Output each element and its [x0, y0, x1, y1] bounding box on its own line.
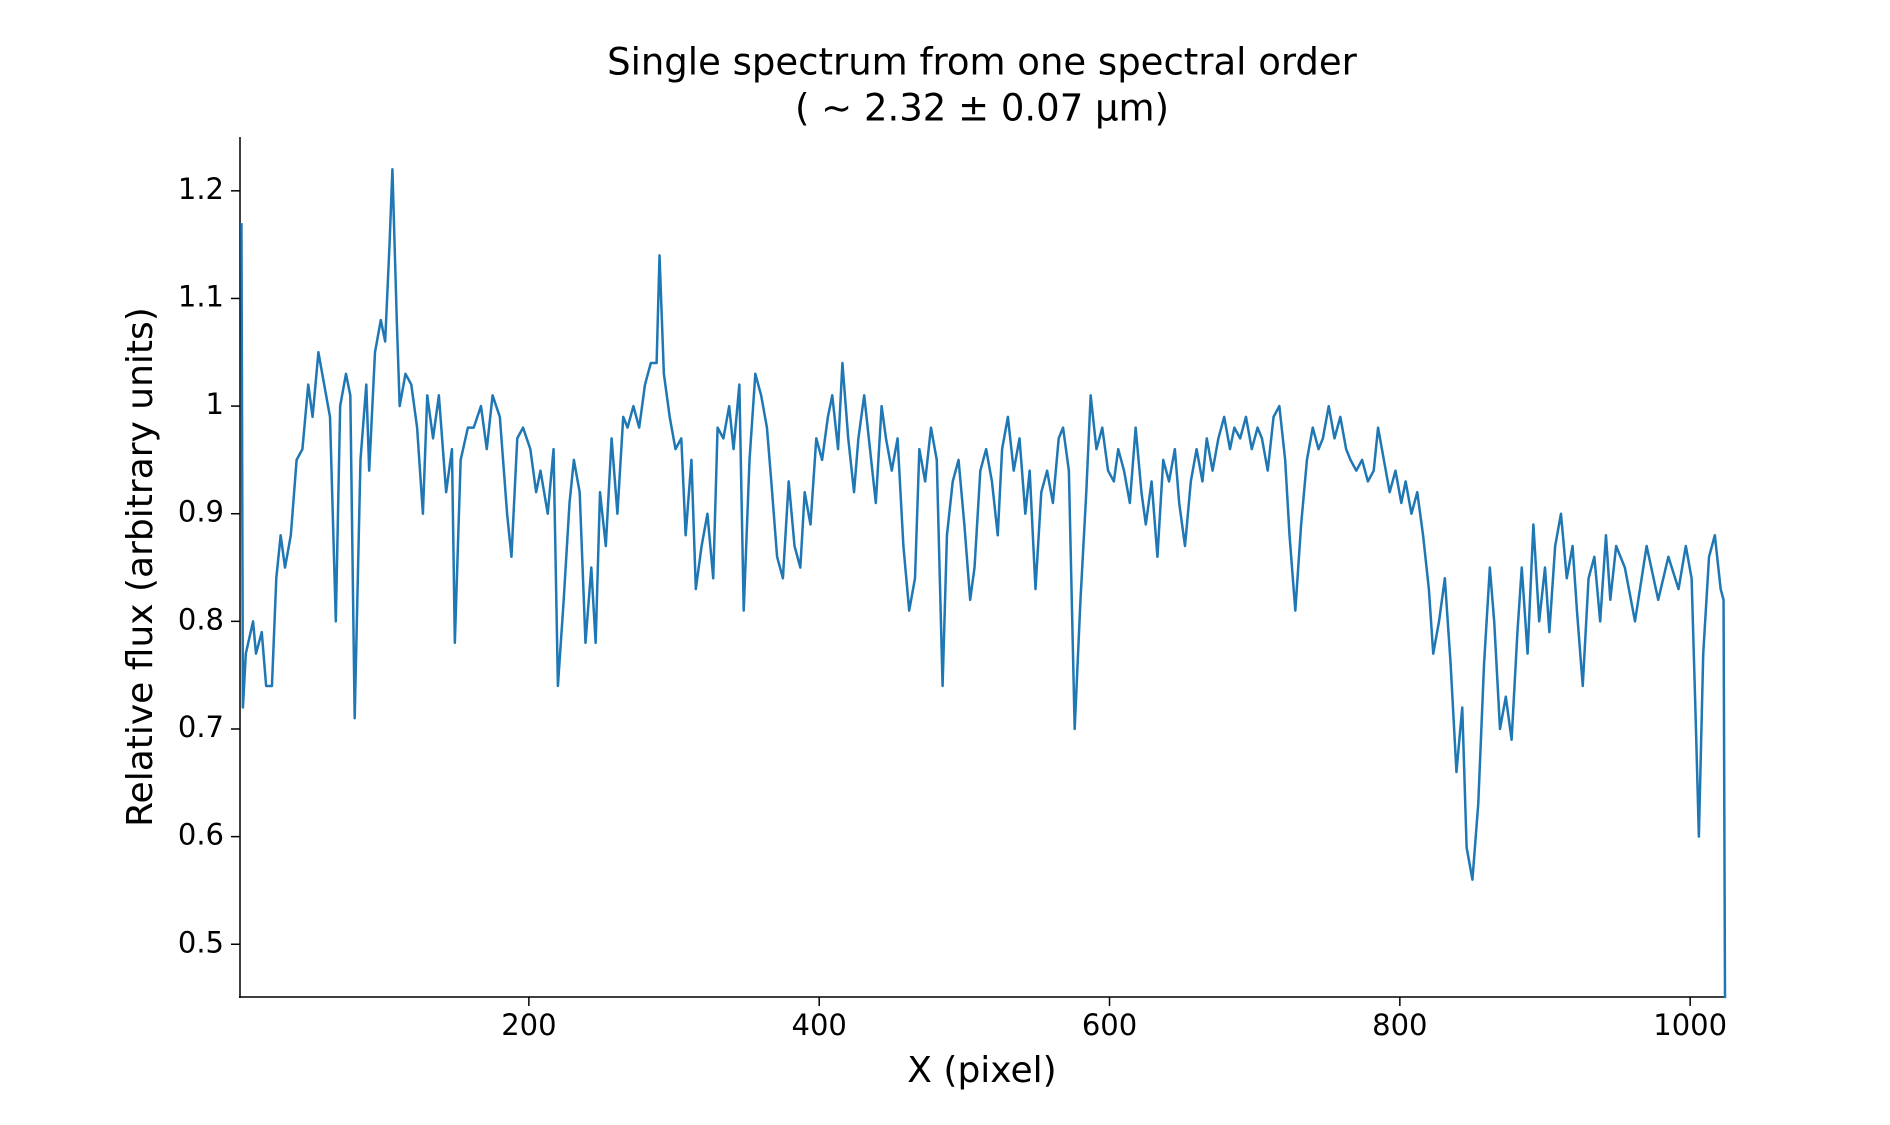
y-tick-label: 0.9	[178, 495, 224, 529]
x-tick-label: 1000	[1653, 1008, 1727, 1042]
chart-subtitle: ( ∼ 2.32 ± 0.07 μm)	[795, 87, 1169, 130]
x-axis-label: X (pixel)	[907, 1050, 1056, 1091]
y-tick-label: 0.6	[178, 818, 224, 852]
y-tick-label: 0.7	[178, 710, 224, 744]
x-tick-label: 400	[792, 1008, 847, 1042]
y-axis-label: Relative flux (arbitrary units)	[120, 307, 161, 827]
x-tick-label: 600	[1082, 1008, 1137, 1042]
y-tick-label: 0.8	[178, 602, 224, 636]
y-tick-label: 1	[206, 387, 224, 421]
y-tick-label: 0.5	[178, 925, 224, 959]
y-tick-label: 1.2	[178, 172, 224, 206]
x-tick-label: 800	[1372, 1008, 1427, 1042]
chart-title: Single spectrum from one spectral order	[607, 41, 1358, 84]
y-tick-label: 1.1	[178, 279, 224, 313]
spectrum-line	[240, 168, 1727, 999]
x-tick-label: 200	[501, 1008, 556, 1042]
